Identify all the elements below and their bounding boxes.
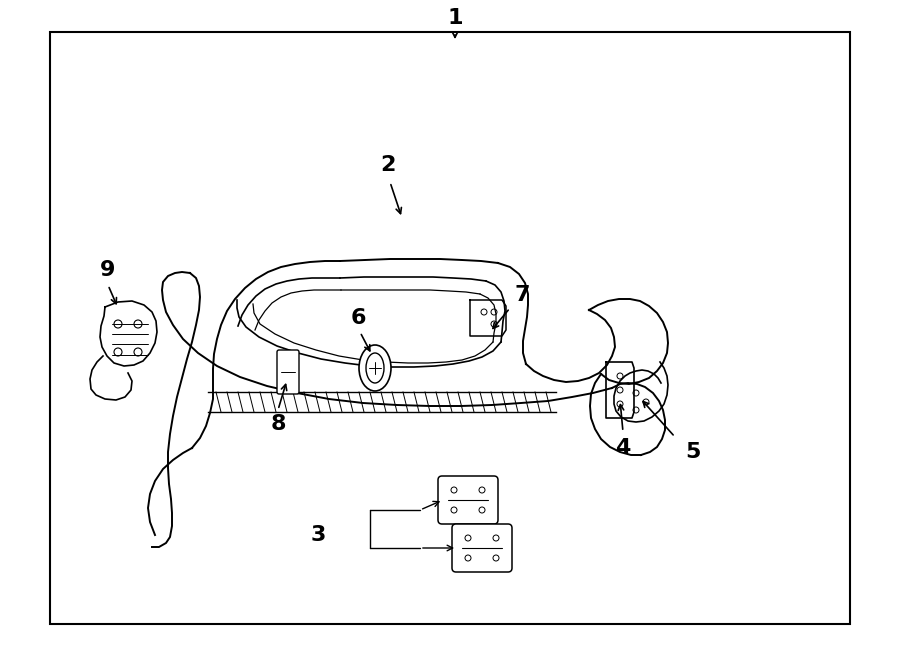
Text: 4: 4 [616, 438, 631, 458]
Ellipse shape [359, 345, 391, 391]
Text: 8: 8 [270, 414, 286, 434]
Text: 5: 5 [685, 442, 701, 462]
Text: 3: 3 [310, 525, 326, 545]
Bar [50, 32, 850, 624]
Ellipse shape [366, 353, 384, 383]
Text: 7: 7 [514, 285, 530, 305]
FancyBboxPatch shape [438, 476, 498, 524]
FancyBboxPatch shape [452, 524, 512, 572]
Text: 9: 9 [100, 260, 116, 280]
Text: 6: 6 [350, 308, 365, 328]
Text: 1: 1 [447, 8, 463, 28]
Text: 2: 2 [381, 155, 396, 175]
FancyBboxPatch shape [277, 350, 299, 394]
